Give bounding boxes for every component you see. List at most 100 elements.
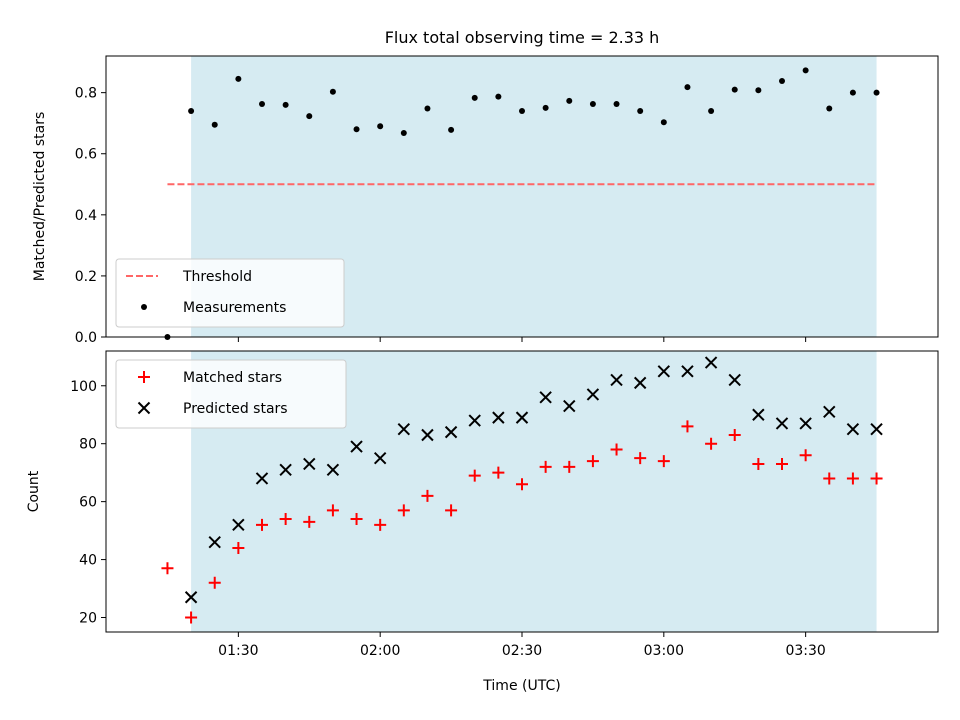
legend-box bbox=[115, 258, 345, 328]
predicted-star-point bbox=[397, 423, 411, 436]
measurement-point bbox=[424, 105, 431, 112]
predicted-star-point bbox=[515, 411, 529, 424]
measurement-point bbox=[755, 87, 762, 94]
legend-box bbox=[115, 359, 347, 429]
matched-star-point bbox=[657, 455, 670, 468]
y-tick-label: 80 bbox=[79, 437, 97, 453]
measurement-point bbox=[779, 78, 785, 85]
x-axis-label: Time (UTC) bbox=[482, 678, 560, 694]
predicted-star-point bbox=[633, 376, 647, 390]
predicted-star-point bbox=[775, 417, 789, 430]
x-tick-label: 03:00 bbox=[644, 643, 684, 659]
predicted-star-point bbox=[208, 535, 221, 549]
matched-star-point bbox=[256, 518, 268, 531]
matched-star-point bbox=[846, 472, 859, 485]
measurement-point bbox=[400, 129, 407, 136]
matched-star-point bbox=[397, 504, 410, 517]
matched-star-point bbox=[421, 489, 434, 502]
predicted-star-point bbox=[752, 408, 765, 421]
y-tick-label: 0.0 bbox=[75, 330, 97, 346]
measurement-point bbox=[519, 107, 525, 114]
predicted-star-point bbox=[799, 417, 812, 430]
y-axis-label: Count bbox=[26, 470, 42, 512]
matched-star-point bbox=[610, 443, 623, 456]
measurement-point bbox=[495, 93, 502, 100]
matched-star-point bbox=[799, 449, 812, 462]
measurement-point bbox=[873, 89, 880, 96]
predicted-star-point bbox=[232, 518, 245, 532]
matched-star-point bbox=[185, 611, 198, 624]
measurement-point bbox=[306, 113, 313, 120]
x-tick-label: 02:00 bbox=[360, 643, 400, 659]
matched-star-point bbox=[374, 518, 387, 531]
matched-star-point bbox=[634, 452, 647, 465]
x-tick-label: 01:30 bbox=[218, 643, 258, 659]
matched-star-point bbox=[776, 457, 788, 470]
matched-star-point bbox=[539, 460, 552, 473]
predicted-star-point bbox=[846, 423, 860, 436]
y-tick-label: 0.6 bbox=[75, 147, 97, 163]
predicted-star-point bbox=[870, 423, 883, 436]
legend-matched-swatch bbox=[138, 371, 150, 383]
matched-star-point bbox=[705, 437, 718, 450]
predicted-star-point bbox=[610, 373, 623, 387]
matched-star-point bbox=[232, 541, 245, 554]
measurement-point bbox=[188, 107, 195, 114]
matched-star-point bbox=[161, 562, 174, 575]
measurement-point bbox=[708, 107, 715, 114]
predicted-star-point bbox=[184, 591, 198, 604]
predicted-star-point bbox=[421, 428, 434, 442]
measurement-point bbox=[542, 104, 549, 111]
measurement-point bbox=[684, 84, 691, 91]
predicted-star-point bbox=[350, 440, 363, 453]
y-tick-label: 0.8 bbox=[75, 86, 97, 102]
bottom-panel: 20 40 60 80 100 Count 01:30 02:00 02:30 03:00 03:3… bbox=[26, 350, 939, 694]
matched-star-point bbox=[468, 469, 481, 482]
matched-star-point bbox=[516, 478, 528, 491]
matched-star-point bbox=[326, 504, 339, 517]
y-tick-label: 0.4 bbox=[75, 208, 97, 224]
predicted-star-point bbox=[468, 414, 481, 427]
y-tick-label: 100 bbox=[70, 379, 97, 395]
legend-measurement-swatch bbox=[141, 304, 147, 310]
predicted-star-point bbox=[586, 388, 600, 401]
predicted-star-point bbox=[373, 451, 387, 465]
measurement-point bbox=[826, 105, 833, 112]
measurement-point bbox=[849, 89, 856, 96]
measurement-point bbox=[259, 100, 265, 107]
measurement-point bbox=[802, 67, 809, 74]
predicted-star-point bbox=[704, 356, 718, 369]
matched-star-point bbox=[870, 472, 883, 485]
y-tick-label: 40 bbox=[79, 553, 97, 569]
matched-star-point bbox=[752, 457, 765, 470]
measurement-point bbox=[731, 86, 738, 93]
measurement-point bbox=[282, 101, 289, 108]
predicted-star-point bbox=[681, 365, 694, 378]
measurement-point bbox=[471, 94, 478, 101]
matched-star-point bbox=[445, 504, 458, 517]
x-tick-label: 02:30 bbox=[502, 643, 542, 659]
predicted-star-point bbox=[326, 463, 340, 476]
matched-star-point bbox=[823, 472, 836, 485]
measurement-point bbox=[448, 126, 455, 133]
measurement-point bbox=[211, 121, 218, 128]
measurement-point bbox=[589, 100, 596, 107]
predicted-star-point bbox=[823, 405, 836, 419]
matched-star-point bbox=[492, 466, 505, 479]
measurement-point bbox=[353, 126, 360, 133]
predicted-star-point bbox=[539, 391, 552, 404]
matched-star-point bbox=[350, 513, 363, 526]
matched-star-point bbox=[728, 429, 741, 442]
x-tick-label: 03:30 bbox=[785, 643, 825, 659]
y-tick-label: 20 bbox=[79, 611, 97, 627]
predicted-star-point bbox=[492, 411, 505, 424]
y-axis-label: Matched/Predicted stars bbox=[32, 112, 48, 282]
measurement-point bbox=[329, 88, 336, 95]
measurement-point bbox=[660, 119, 667, 126]
top-panel: 0.0 0.2 0.4 0.6 0.8 Matched/Predicted stars Th… bbox=[32, 55, 939, 346]
legend-label: Matched stars bbox=[183, 370, 282, 386]
predicted-star-point bbox=[657, 365, 671, 378]
measurement-point bbox=[377, 123, 384, 130]
measurement-point bbox=[235, 75, 242, 82]
predicted-star-point bbox=[728, 373, 741, 387]
